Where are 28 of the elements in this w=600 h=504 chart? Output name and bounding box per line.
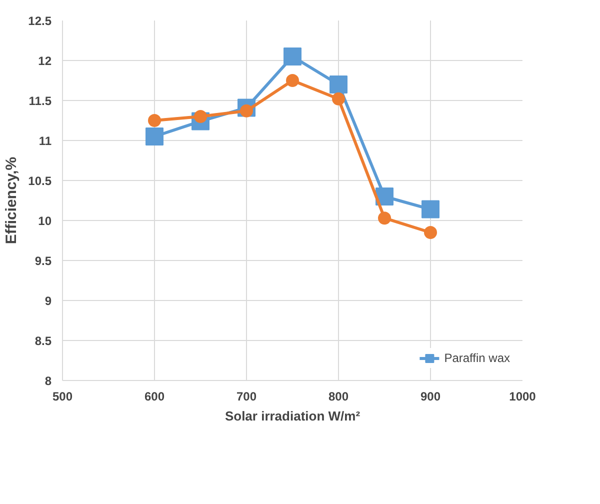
y-tick-label: 9.5 [34,254,52,268]
point [424,226,437,239]
point [332,92,345,106]
y-tick-label: 12 [38,54,52,68]
legend-label: Paraffin wax [444,351,510,365]
y-tick-label: 10 [38,214,52,228]
y-tick-label: 9 [44,294,52,308]
y-tick-label: 8 [44,374,52,388]
point [422,200,440,218]
point [148,114,161,127]
x-tick-label: 500 [52,390,73,404]
y-tick-label: 10.5 [28,174,52,188]
x-tick-label: 800 [328,390,349,404]
y-tick-label: 11.5 [28,94,52,108]
x-tick-label: 900 [420,390,441,404]
y-tick-label: 12.5 [28,14,52,28]
x-tick-label: 1000 [509,390,536,404]
y-axis-title: Efficiency,% [3,156,20,244]
point [146,128,164,146]
point [378,212,391,225]
x-tick-label: 700 [236,390,257,404]
y-tick-label: 8.5 [34,334,52,348]
point [284,48,302,66]
point [330,76,348,94]
y-tick-label: 11 [38,134,52,148]
x-tick-label: 600 [144,390,165,404]
x-axis-title: Solar irradiation W/m² [224,408,361,424]
point [286,74,299,87]
